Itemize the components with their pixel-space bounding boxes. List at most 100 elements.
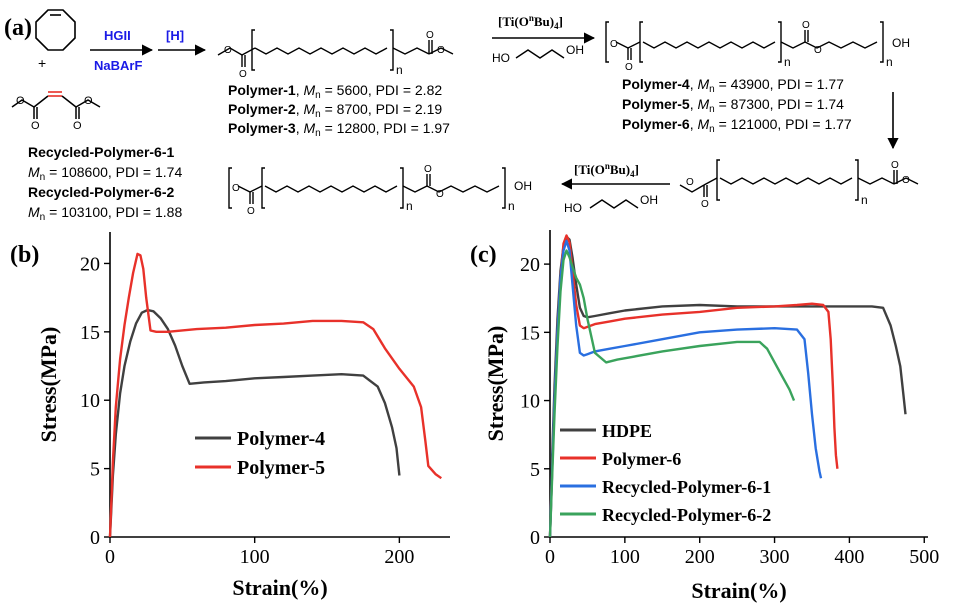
recycled-mn-row: Mn = 103100, PDI = 1.88 — [28, 204, 182, 223]
repeat-index: n — [396, 63, 403, 77]
cyclooctene-ring — [35, 9, 76, 51]
x-tick-label: 300 — [760, 546, 790, 568]
oxygen-glyph: O — [84, 95, 93, 107]
polymer-structure-4 — [228, 167, 506, 209]
diol-left-label: HO — [492, 51, 510, 65]
oxygen-glyph: O — [31, 120, 40, 132]
polymer-label-row: Polymer-5, Mn = 87300, PDI = 1.74 — [622, 96, 844, 115]
oxygen-glyph: O — [239, 69, 247, 80]
y-tick-label: 10 — [80, 390, 100, 412]
oxygen-glyph: O — [610, 39, 618, 50]
oxygen-glyph: O — [891, 160, 899, 171]
reaction-scheme: (a) + O O O O HGII NaBArF [H] — [4, 9, 919, 223]
butanediol — [589, 199, 639, 209]
y-tick-label: 5 — [530, 459, 540, 481]
panel-a-label: (a) — [4, 15, 32, 41]
polymer-label-row: Polymer-1, Mn = 5600, PDI = 2.82 — [228, 82, 442, 101]
oxygen-glyph: O — [426, 30, 434, 41]
repeat-index: n — [886, 55, 893, 69]
y-tick-label: 10 — [520, 391, 540, 413]
repeat-index: n — [406, 199, 413, 213]
series-line-recycled-polymer-6-2 — [548, 249, 796, 538]
reagent-hydrogenation: [H] — [166, 28, 184, 43]
repeat-index: n — [784, 55, 791, 69]
legend: HDPE Polymer-6 Recycled-Polymer-6-1 Recycle… — [560, 421, 771, 525]
hydroxyl-end: OH — [892, 36, 910, 50]
oxygen-glyph: O — [625, 62, 633, 73]
polymer-structure-2 — [605, 21, 884, 63]
polymer-structure-3 — [679, 159, 919, 201]
oxygen-glyph: O — [73, 120, 82, 132]
repeat-index: n — [861, 193, 868, 207]
oxygen-glyph: O — [16, 95, 25, 107]
oxygen-glyph: O — [686, 177, 694, 188]
legend-label: Polymer-5 — [237, 457, 325, 479]
polymer-label-row: Polymer-2, Mn = 8700, PDI = 2.19 — [228, 101, 442, 120]
butanediol — [515, 49, 565, 59]
recycled-name: Recycled-Polymer-6-1 — [28, 144, 175, 160]
oxygen-glyph: O — [424, 164, 432, 175]
series-line-polymer-5 — [108, 252, 442, 538]
y-tick-label: 5 — [90, 459, 100, 481]
x-axis-label: Strain(%) — [232, 575, 327, 600]
recycled-polymer-list: Recycled-Polymer-6-1 Mn = 108600, PDI = … — [28, 144, 182, 223]
y-axis-label: Stress(MPa) — [483, 326, 508, 442]
diol-right-label: OH — [640, 193, 658, 207]
hydroxyl-end: OH — [514, 179, 532, 193]
polymer-label-row: Polymer-3, Mn = 12800, PDI = 1.97 — [228, 120, 450, 139]
polymer-structure-1 — [217, 29, 454, 71]
x-tick-label: 200 — [384, 546, 414, 568]
x-tick-label: 500 — [909, 546, 939, 568]
recycled-name: Recycled-Polymer-6-2 — [28, 184, 175, 200]
polymer-list-group-1: Polymer-1, Mn = 5600, PDI = 2.82 Polymer… — [228, 82, 450, 139]
legend: Polymer-4 Polymer-5 — [195, 428, 325, 479]
plus-sign: + — [38, 55, 46, 71]
recycled-mn-row: Mn = 108600, PDI = 1.74 — [28, 164, 182, 183]
y-tick-label: 15 — [520, 322, 540, 344]
x-tick-label: 0 — [105, 546, 115, 568]
chart-panel-c: (c) Stress(MPa) Strain(%) HDPE Polymer-6 R… — [470, 230, 939, 603]
panel-c-label: (c) — [470, 242, 497, 268]
reagent-hgii: HGII — [104, 28, 131, 43]
oxygen-glyph: O — [902, 175, 910, 186]
catalyst-label: [Ti(OnBu)4] — [574, 161, 639, 179]
y-axis-label: Stress(MPa) — [36, 327, 61, 443]
y-tick-label: 20 — [80, 253, 100, 275]
reagent-nabarf: NaBArF — [94, 58, 142, 73]
legend-label: Polymer-4 — [237, 428, 325, 450]
x-tick-label: 100 — [610, 546, 640, 568]
panel-b-label: (b) — [10, 242, 39, 268]
y-tick-label: 20 — [520, 254, 540, 276]
catalyst-label: [Ti(OnBu)4] — [498, 13, 563, 31]
x-axis-label: Strain(%) — [691, 578, 786, 603]
x-tick-label: 400 — [834, 546, 864, 568]
repeat-index: n — [508, 199, 515, 213]
oxygen-glyph: O — [436, 189, 444, 200]
y-tick-label: 15 — [80, 322, 100, 344]
legend-label: Recycled-Polymer-6-2 — [602, 505, 771, 525]
x-tick-label: 100 — [240, 546, 270, 568]
legend-label: Polymer-6 — [602, 449, 681, 469]
oxygen-glyph: O — [247, 206, 255, 217]
diol-right-label: OH — [566, 43, 584, 57]
oxygen-glyph: O — [802, 20, 810, 31]
polymer-label-row: Polymer-6, Mn = 121000, PDI = 1.77 — [622, 116, 852, 135]
oxygen-glyph: O — [224, 45, 232, 56]
y-tick-label: 0 — [530, 527, 540, 549]
oxygen-glyph: O — [437, 45, 445, 56]
y-tick-label: 0 — [90, 527, 100, 549]
series-line-polymer-4 — [108, 308, 401, 538]
polymer-list-group-2: Polymer-4, Mn = 43900, PDI = 1.77 Polyme… — [622, 76, 852, 135]
oxygen-glyph: O — [814, 45, 822, 56]
diol-left-label: HO — [564, 201, 582, 215]
chart-panel-b: (b) Stress(MPa) Strain(%) Polymer-4Polym… — [10, 232, 450, 600]
oxygen-glyph: O — [701, 199, 709, 210]
legend-label: HDPE — [602, 421, 652, 441]
x-tick-label: 0 — [545, 546, 555, 568]
polymer-label-row: Polymer-4, Mn = 43900, PDI = 1.77 — [622, 76, 844, 95]
x-tick-label: 200 — [685, 546, 715, 568]
legend-label: Recycled-Polymer-6-1 — [602, 477, 771, 497]
oxygen-glyph: O — [232, 183, 240, 194]
dimethyl-maleate — [11, 91, 101, 119]
